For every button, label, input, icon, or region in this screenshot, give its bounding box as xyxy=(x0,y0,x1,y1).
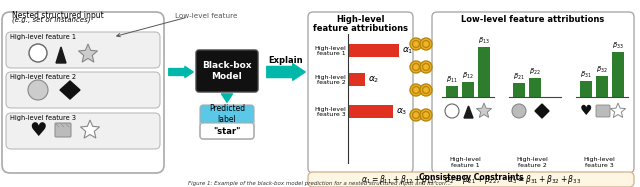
Bar xyxy=(478,47,490,97)
Text: Predicted
label: Predicted label xyxy=(209,104,245,124)
FancyArrowPatch shape xyxy=(169,66,193,78)
FancyBboxPatch shape xyxy=(200,123,254,139)
Text: Figure 1: Example of the black-box model prediction for a nested structured inpu: Figure 1: Example of the black-box model… xyxy=(188,181,452,186)
Bar xyxy=(580,81,592,97)
Polygon shape xyxy=(81,120,99,138)
Text: $\alpha_1$: $\alpha_1$ xyxy=(402,46,413,56)
Bar xyxy=(348,105,393,118)
Circle shape xyxy=(28,80,48,100)
Text: feature attributions: feature attributions xyxy=(313,24,408,33)
FancyBboxPatch shape xyxy=(6,32,160,68)
Bar xyxy=(348,73,365,86)
Text: (e.g., set of instances): (e.g., set of instances) xyxy=(12,16,90,23)
Polygon shape xyxy=(611,103,626,117)
Circle shape xyxy=(410,38,422,50)
Circle shape xyxy=(420,84,432,96)
FancyBboxPatch shape xyxy=(200,105,254,124)
Circle shape xyxy=(512,104,526,118)
FancyBboxPatch shape xyxy=(432,12,634,173)
FancyBboxPatch shape xyxy=(2,12,164,173)
Text: Low-level feature attributions: Low-level feature attributions xyxy=(461,15,605,24)
FancyBboxPatch shape xyxy=(55,123,71,137)
Circle shape xyxy=(420,109,432,121)
Text: High-level
feature 1: High-level feature 1 xyxy=(314,46,346,56)
Text: $\beta_{13}$: $\beta_{13}$ xyxy=(478,35,490,45)
Bar xyxy=(513,83,525,97)
Polygon shape xyxy=(535,104,549,118)
Circle shape xyxy=(410,61,422,73)
Text: Nested structured input: Nested structured input xyxy=(12,11,104,20)
FancyArrowPatch shape xyxy=(267,64,305,80)
Circle shape xyxy=(29,44,47,62)
Circle shape xyxy=(420,61,432,73)
Polygon shape xyxy=(476,103,492,117)
Polygon shape xyxy=(464,106,473,118)
FancyBboxPatch shape xyxy=(308,12,413,173)
Text: Consistency Constraints: Consistency Constraints xyxy=(419,173,524,182)
Text: $\beta_{32}$: $\beta_{32}$ xyxy=(596,64,608,74)
Text: High-level
feature 3: High-level feature 3 xyxy=(583,157,615,168)
Bar xyxy=(462,82,474,97)
Text: High-level
feature 3: High-level feature 3 xyxy=(314,107,346,117)
Text: $\alpha_3$: $\alpha_3$ xyxy=(396,107,408,117)
Polygon shape xyxy=(79,44,97,62)
Text: High-level feature 3: High-level feature 3 xyxy=(10,115,76,121)
Text: Black-box
Model: Black-box Model xyxy=(202,61,252,81)
Bar xyxy=(446,86,458,97)
Text: Low-level feature: Low-level feature xyxy=(175,13,237,19)
Circle shape xyxy=(445,104,459,118)
Bar xyxy=(612,52,624,97)
Text: ♥: ♥ xyxy=(29,120,47,140)
Bar xyxy=(529,78,541,97)
Bar xyxy=(348,44,399,57)
Text: Explain: Explain xyxy=(269,56,303,65)
Text: High-level feature 2: High-level feature 2 xyxy=(10,74,76,80)
Circle shape xyxy=(410,84,422,96)
Text: $\beta_{12}$: $\beta_{12}$ xyxy=(462,70,474,80)
Text: $\alpha_1 = \beta_{11} + \beta_{12} + \beta_{13},\quad \alpha_2 = \beta_{21} + \: $\alpha_1 = \beta_{11} + \beta_{12} + \b… xyxy=(361,173,581,186)
Circle shape xyxy=(420,38,432,50)
Text: $\beta_{11}$: $\beta_{11}$ xyxy=(446,74,458,85)
Text: High-level feature 1: High-level feature 1 xyxy=(10,34,76,40)
Polygon shape xyxy=(60,81,80,99)
Text: $\beta_{22}$: $\beta_{22}$ xyxy=(529,66,541,76)
Text: High-level
feature 2: High-level feature 2 xyxy=(516,157,548,168)
Text: High-level
feature 2: High-level feature 2 xyxy=(314,75,346,85)
Text: $\beta_{33}$: $\beta_{33}$ xyxy=(612,40,624,50)
Circle shape xyxy=(410,109,422,121)
Text: $\beta_{31}$: $\beta_{31}$ xyxy=(580,69,592,79)
Polygon shape xyxy=(56,47,66,63)
Text: High-level
feature 1: High-level feature 1 xyxy=(449,157,481,168)
FancyBboxPatch shape xyxy=(6,72,160,108)
FancyBboxPatch shape xyxy=(196,50,258,92)
FancyBboxPatch shape xyxy=(6,113,160,149)
FancyArrowPatch shape xyxy=(221,94,232,102)
Bar xyxy=(596,76,608,97)
FancyBboxPatch shape xyxy=(308,172,634,187)
Text: High-level: High-level xyxy=(336,15,385,24)
Text: ♥: ♥ xyxy=(580,104,592,118)
Text: "star": "star" xyxy=(213,126,241,136)
Text: $\alpha_2$: $\alpha_2$ xyxy=(368,75,379,85)
FancyBboxPatch shape xyxy=(596,105,610,117)
Text: $\beta_{21}$: $\beta_{21}$ xyxy=(513,71,525,82)
